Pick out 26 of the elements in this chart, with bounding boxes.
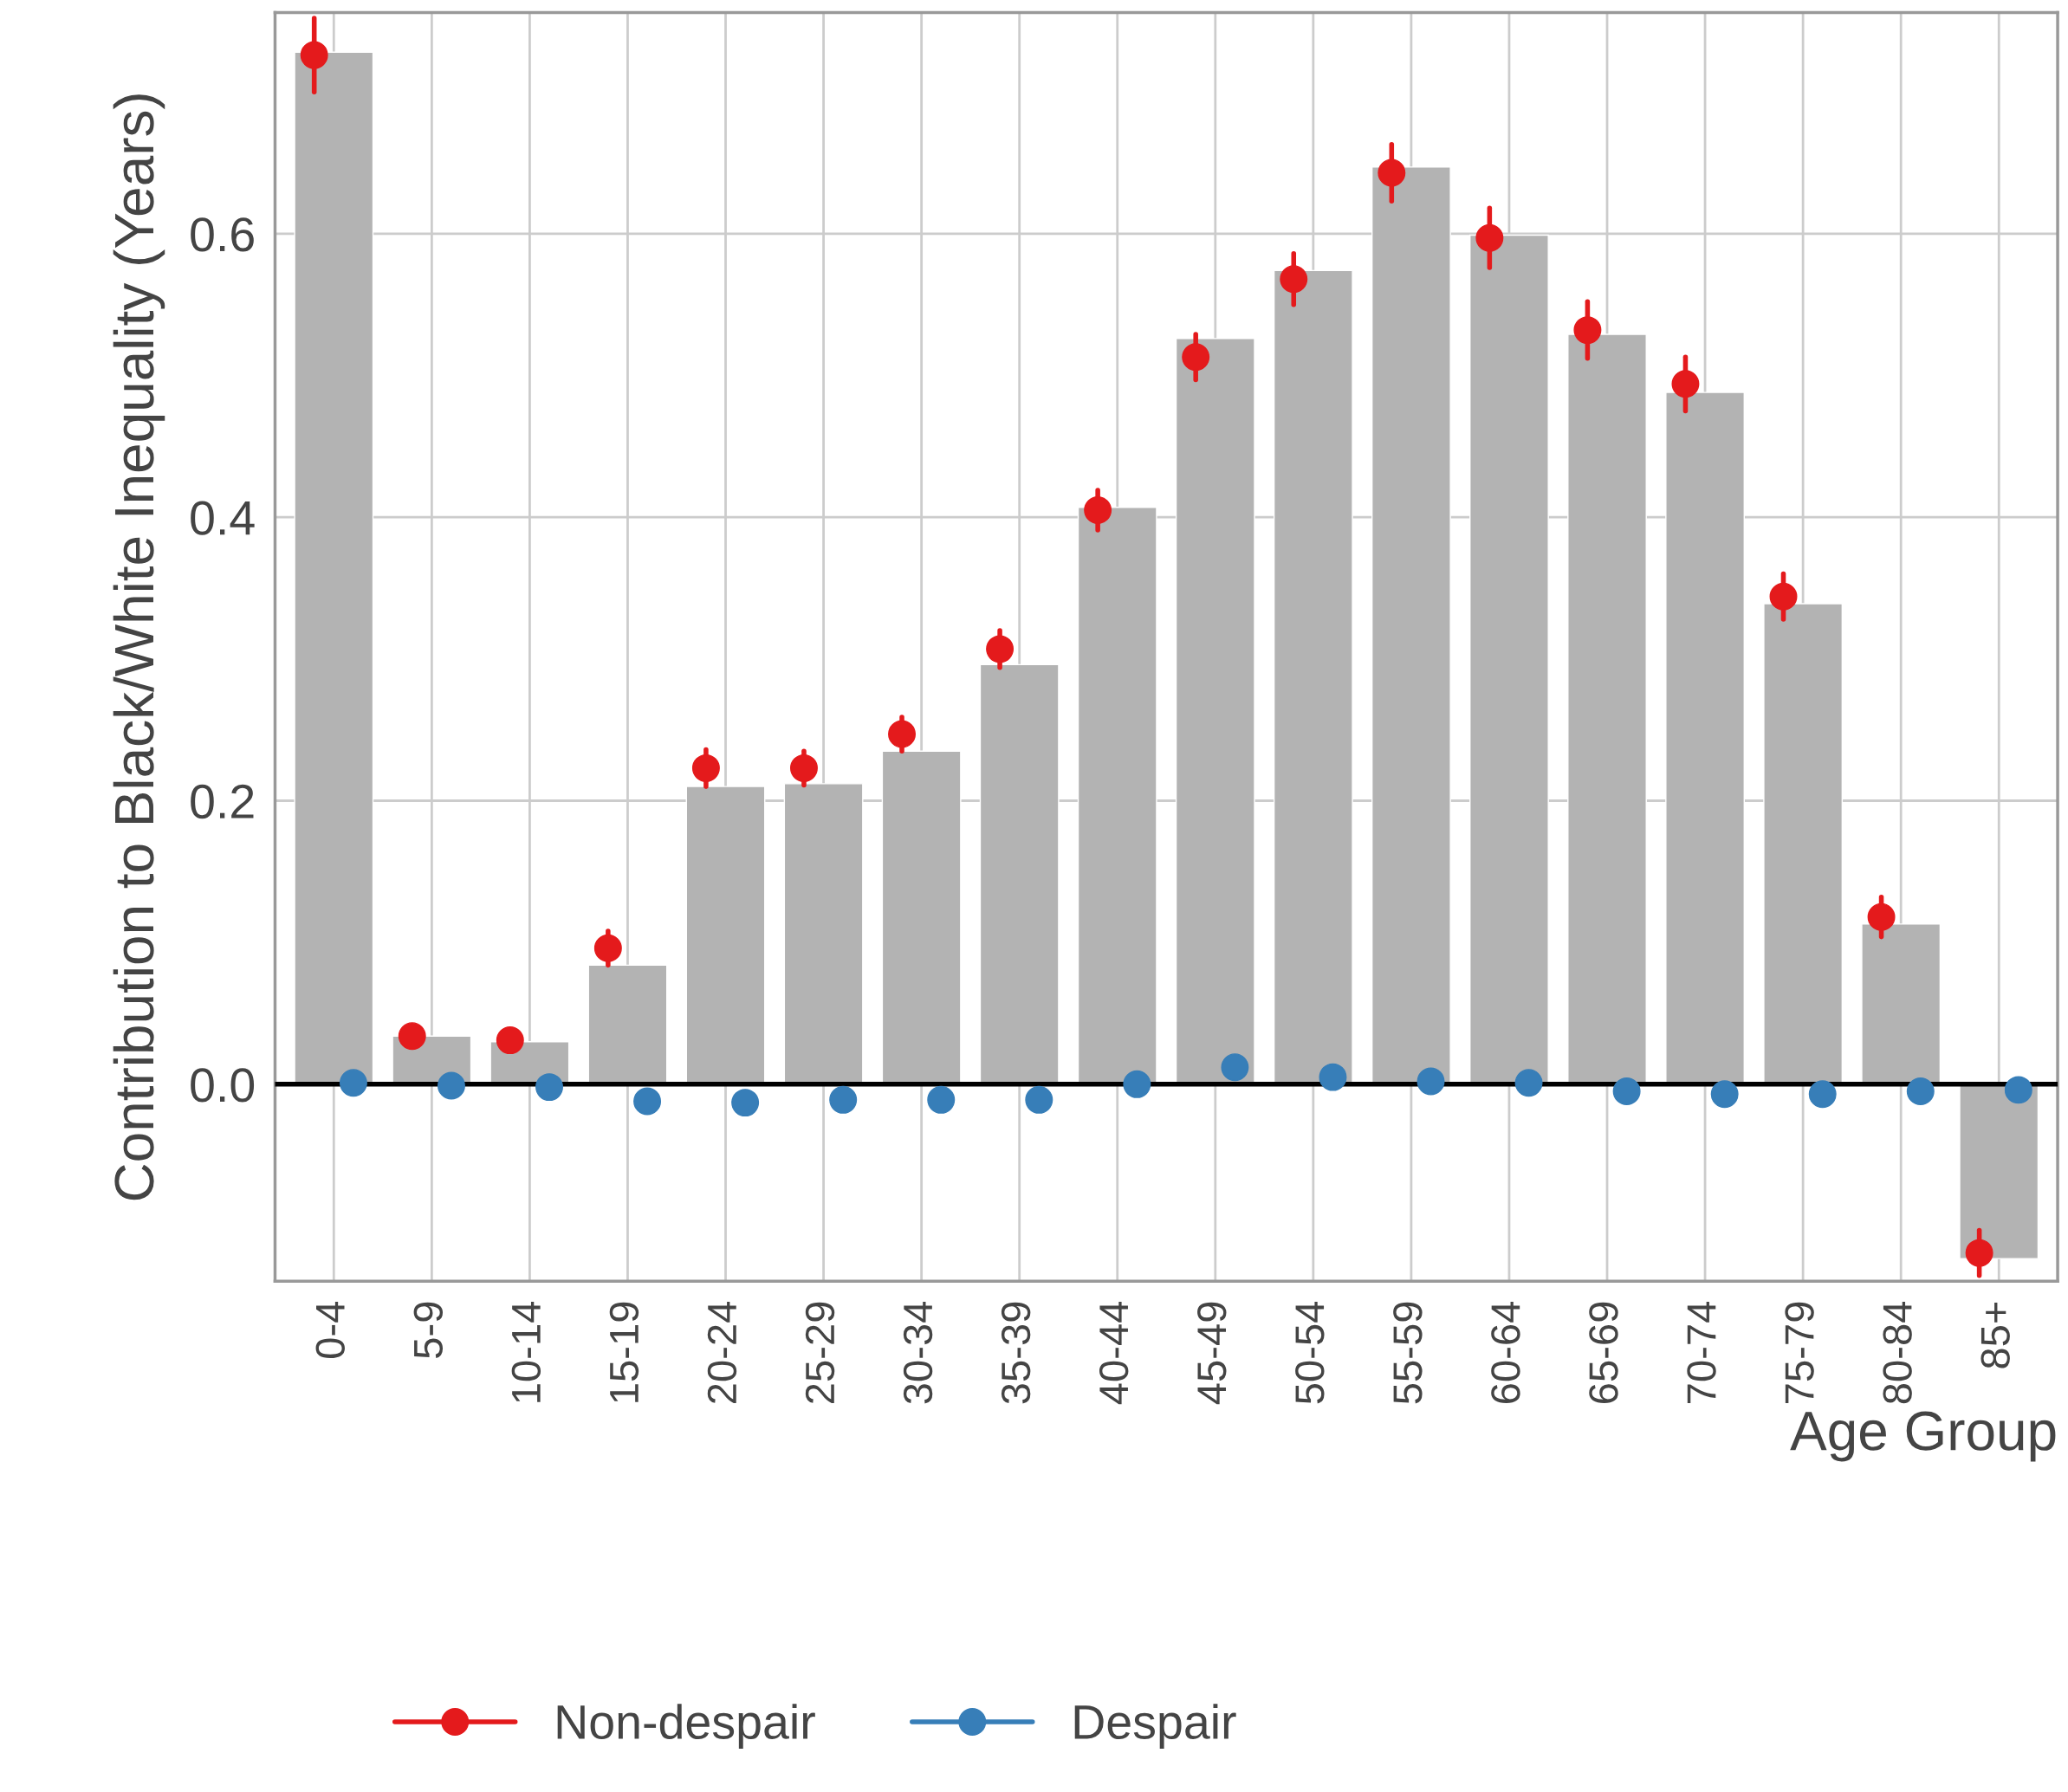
y-tick-label: 0.4 xyxy=(191,501,255,535)
x-tick-label: 50-54 xyxy=(1295,1301,1325,1404)
y-axis-title: Contribution to Black/White Inequality (Years) xyxy=(113,94,165,1200)
x-tick-label: 35-39 xyxy=(1001,1302,1031,1404)
x-tick-label: 5-9 xyxy=(413,1302,444,1358)
x-tick-label: 45-49 xyxy=(1197,1302,1227,1405)
x-tick-label: 55-59 xyxy=(1393,1302,1423,1404)
x-tick-label: 80-84 xyxy=(1883,1301,1912,1404)
x-tick-label: 60-64 xyxy=(1491,1301,1520,1403)
x-tick-label: 70-74 xyxy=(1687,1301,1716,1403)
y-tick-label: 0.6 xyxy=(191,217,254,252)
y-tick-label: 0.2 xyxy=(191,784,254,819)
x-tick-label: 25-29 xyxy=(805,1302,835,1403)
x-tick-label: 65-69 xyxy=(1589,1302,1618,1403)
legend-label: Non-despair xyxy=(557,1704,815,1749)
x-axis-title: Age Group xyxy=(1790,1411,2056,1462)
x-tick-label: 15-19 xyxy=(609,1302,639,1402)
x-tick-label: 0-4 xyxy=(315,1301,345,1358)
x-tick-label: 10-14 xyxy=(511,1301,541,1402)
x-tick-label: 85+ xyxy=(1980,1302,2010,1368)
legend-label: Despair xyxy=(1074,1704,1236,1749)
x-tick-label: 30-34 xyxy=(903,1301,933,1404)
x-tick-label: 75-79 xyxy=(1785,1302,1814,1403)
x-tick-label: 20-24 xyxy=(707,1301,737,1403)
y-tick-label: 0.0 xyxy=(191,1068,255,1103)
x-tick-label: 40-44 xyxy=(1099,1301,1129,1405)
